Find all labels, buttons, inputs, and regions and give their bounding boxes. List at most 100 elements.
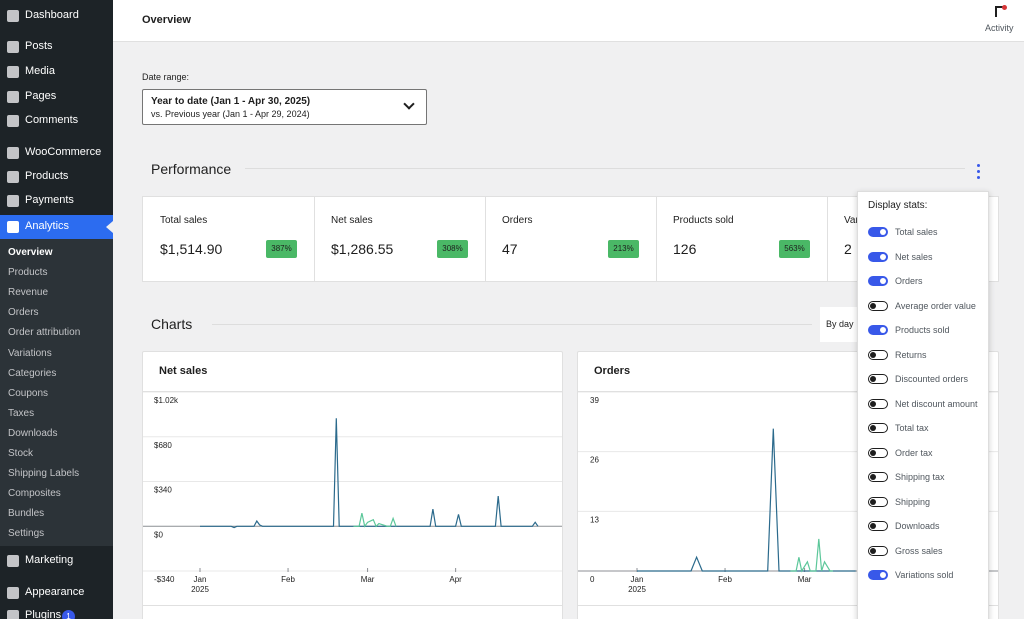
submenu-item[interactable]: Composites (8, 488, 61, 500)
menu-icon (7, 171, 19, 183)
toggle[interactable] (868, 472, 888, 482)
toggle[interactable] (868, 276, 888, 286)
toggle-row[interactable]: Total tax (868, 422, 986, 435)
toggle-label: Shipping (895, 496, 931, 507)
submenu-item[interactable]: Taxes (8, 407, 35, 419)
submenu-item[interactable]: Stock (8, 448, 34, 459)
menu-item[interactable]: Analytics (25, 220, 70, 232)
toggle-label: Orders (895, 276, 923, 286)
toggle[interactable] (868, 496, 888, 507)
chart-panel: Net sales -$340 $0 $340 $680 $1.02k Jan 2025 Feb… (142, 351, 563, 619)
kebab-dot[interactable] (977, 176, 980, 179)
toggle[interactable] (868, 447, 888, 458)
popover-title: Display stats: (868, 200, 928, 211)
toggle-knob (870, 425, 876, 431)
submenu-item[interactable]: Downloads (8, 427, 58, 439)
toggle-knob (880, 572, 886, 578)
y-tick-label: $340 (154, 486, 172, 495)
stat-label[interactable]: Orders (502, 215, 533, 226)
submenu-item[interactable]: Order attribution (8, 327, 81, 339)
activity-icon[interactable] (995, 6, 1005, 17)
toggle[interactable] (868, 349, 888, 360)
menu-item[interactable]: Pages (25, 90, 57, 102)
submenu-item[interactable]: Shipping Labels (8, 468, 80, 480)
toggle[interactable] (868, 545, 888, 556)
toggle[interactable] (868, 251, 888, 262)
x-tick-label: Jan (631, 575, 644, 584)
stat-label[interactable]: Total sales (160, 215, 208, 226)
submenu-item[interactable]: Bundles (8, 508, 45, 520)
submenu-item[interactable]: Products (8, 267, 48, 279)
menu-item[interactable]: Appearance (25, 586, 85, 598)
toggle-row[interactable]: Average order value (868, 300, 986, 313)
series-line (790, 538, 833, 573)
stat-label[interactable]: Products sold (673, 215, 734, 226)
menu-item[interactable]: Payments (25, 194, 74, 206)
toggle[interactable] (868, 423, 888, 433)
toggle-row[interactable]: Shipping (868, 496, 986, 509)
stat-label[interactable]: Net sales (331, 215, 373, 226)
stat-value: $1,514.90 (160, 241, 223, 257)
submenu-item[interactable]: Orders (8, 307, 39, 319)
toggle[interactable] (868, 374, 888, 384)
submenu-item[interactable]: Variations (8, 347, 52, 359)
toggle-knob (870, 351, 876, 358)
stat-divider (656, 197, 657, 281)
toggle-row[interactable]: Products sold (868, 324, 986, 337)
toggle[interactable] (868, 521, 888, 531)
toggle[interactable] (868, 570, 888, 580)
menu-item[interactable]: Comments (25, 114, 79, 126)
stat-divider (485, 197, 486, 281)
stats-panel: Total sales $1,514.90 387% Net sales $1,286.… (142, 196, 999, 282)
activity-label[interactable]: Activity (985, 23, 1014, 33)
submenu-item[interactable]: Overview (8, 247, 53, 258)
toggle-row[interactable]: Downloads (868, 520, 986, 533)
submenu-item[interactable]: Revenue (8, 287, 49, 299)
stat-value: $1,286.55 (331, 241, 394, 257)
page-title: Overview (142, 14, 191, 26)
kebab-dot[interactable] (977, 164, 980, 167)
toggle[interactable] (868, 325, 888, 335)
date-picker[interactable]: Year to date (Jan 1 - Apr 30, 2025) vs. P… (142, 89, 427, 125)
submenu-item[interactable]: Categories (8, 367, 57, 379)
toggle[interactable] (868, 227, 888, 237)
toggle-list: Total sales Net sales Orders Average order … (868, 226, 986, 594)
menu-item[interactable]: Media (25, 65, 55, 77)
menu-icon (7, 195, 19, 207)
kebab-dot[interactable] (977, 170, 980, 173)
date-secondary: vs. Previous year (Jan 1 - Apr 29, 2024) (151, 109, 310, 119)
x-tick-sublabel: 2025 (628, 585, 646, 594)
menu-item[interactable]: Dashboard (25, 9, 79, 21)
x-tick-label: Feb (718, 575, 732, 584)
menu-item[interactable]: Plugins (25, 609, 62, 619)
menu-icon (7, 91, 19, 103)
menu-item[interactable]: Posts (25, 40, 53, 52)
toggle[interactable] (868, 300, 888, 311)
y-tick-label: $1.02k (154, 396, 179, 405)
toggle-row[interactable]: Variations sold (868, 569, 986, 582)
toggle-row[interactable]: Returns (868, 349, 986, 362)
toggle-row[interactable]: Orders (868, 275, 986, 288)
toggle-label: Total sales (895, 227, 938, 237)
toggle-knob (880, 253, 886, 260)
toggle-row[interactable]: Order tax (868, 447, 986, 460)
toggle-row[interactable]: Shipping tax (868, 471, 986, 484)
submenu-item[interactable]: Coupons (8, 387, 49, 399)
submenu-item[interactable]: Settings (8, 528, 45, 540)
toggle[interactable] (868, 398, 888, 409)
toggle-row[interactable]: Total sales (868, 226, 986, 239)
toggle-row[interactable]: Net sales (868, 251, 986, 264)
toggle-knob (870, 474, 876, 480)
stat-value: 2 (844, 241, 852, 257)
menu-item[interactable]: Products (25, 170, 69, 182)
toggle-row[interactable]: Gross sales (868, 545, 986, 558)
toggle-row[interactable]: Discounted orders (868, 373, 986, 386)
stat-value: 126 (673, 241, 697, 257)
activity-dot (1002, 5, 1007, 10)
toggle-row[interactable]: Net discount amount (868, 398, 986, 411)
menu-icon (7, 555, 19, 567)
menu-item[interactable]: Marketing (25, 554, 74, 566)
y-tick-label: $680 (154, 441, 172, 450)
menu-item[interactable]: WooCommerce (25, 146, 102, 158)
chart-title: Net sales (159, 365, 208, 377)
